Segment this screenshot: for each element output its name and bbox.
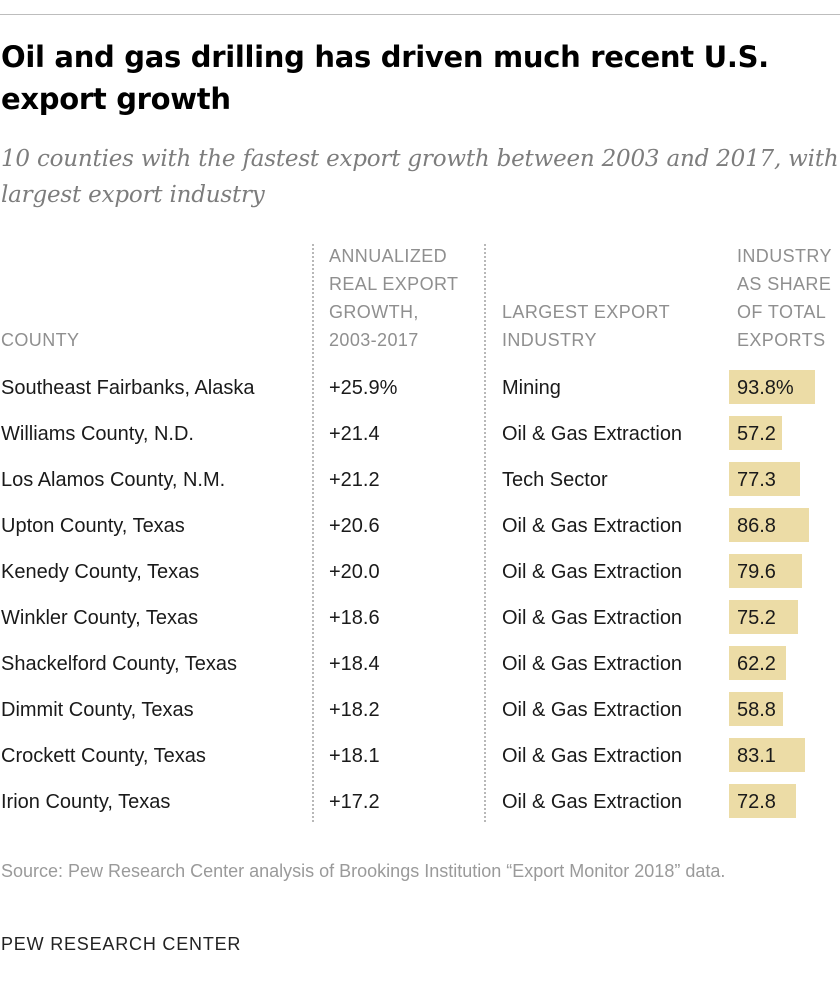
industry-cell: Oil & Gas Extraction — [502, 561, 683, 583]
share-bar — [729, 600, 798, 634]
industry-cell: Oil & Gas Extraction — [502, 653, 683, 675]
industry-cell: Oil & Gas Extraction — [502, 791, 683, 813]
growth-cell: +21.4 — [329, 423, 380, 445]
county-cell: Winkler County, Texas — [1, 607, 199, 629]
share-bar — [729, 554, 802, 588]
column-header-county: COUNTY — [1, 330, 80, 350]
chart-subtitle: 10 counties with the fastest export grow… — [1, 146, 839, 208]
industry-cell: Mining — [502, 377, 561, 399]
growth-cell: +18.2 — [329, 699, 380, 721]
column-header-industry: LARGEST EXPORT INDUSTRY — [502, 302, 670, 350]
county-cell: Williams County, N.D. — [1, 423, 194, 445]
growth-cell: +25.9% — [329, 377, 398, 399]
share-bar — [729, 462, 800, 496]
county-cell: Dimmit County, Texas — [1, 699, 194, 721]
credit-line: PEW RESEARCH CENTER — [1, 934, 242, 954]
growth-cell: +17.2 — [329, 791, 380, 813]
growth-cell: +18.6 — [329, 607, 380, 629]
county-cell: Kenedy County, Texas — [1, 561, 200, 583]
share-label: 58.8 — [737, 699, 776, 721]
industry-cell: Oil & Gas Extraction — [502, 515, 683, 537]
chart-title: Oil and gas drilling has driven much rec… — [1, 40, 769, 116]
growth-cell: +20.0 — [329, 561, 380, 583]
industry-cell: Oil & Gas Extraction — [502, 423, 683, 445]
share-label: 57.2 — [737, 423, 776, 445]
county-cell: Southeast Fairbanks, Alaska — [1, 377, 255, 399]
county-cell: Upton County, Texas — [1, 515, 185, 537]
share-label: 93.8% — [737, 377, 794, 399]
share-label: 75.2 — [737, 607, 776, 629]
share-label: 62.2 — [737, 653, 776, 675]
column-header-share: INDUSTRY AS SHARE OF TOTAL EXPORTS — [737, 246, 832, 350]
column-header-growth: ANNUALIZED REAL EXPORT GROWTH, 2003-2017 — [329, 246, 459, 350]
column-divider-2 — [484, 244, 486, 822]
growth-cell: +20.6 — [329, 515, 380, 537]
share-bar — [729, 508, 809, 542]
share-label: 79.6 — [737, 561, 776, 583]
top-rule — [0, 14, 840, 15]
share-label: 77.3 — [737, 469, 776, 491]
share-bar — [729, 738, 805, 772]
county-cell: Shackelford County, Texas — [1, 653, 238, 675]
growth-cell: +18.1 — [329, 745, 380, 767]
county-cell: Los Alamos County, N.M. — [1, 469, 226, 491]
share-bar — [729, 370, 815, 404]
share-label: 83.1 — [737, 745, 776, 767]
growth-cell: +18.4 — [329, 653, 380, 675]
industry-cell: Oil & Gas Extraction — [502, 745, 683, 767]
share-bar — [729, 692, 783, 726]
share-bar — [729, 416, 782, 450]
county-cell: Crockett County, Texas — [1, 745, 206, 767]
share-bar — [729, 784, 796, 818]
industry-cell: Oil & Gas Extraction — [502, 607, 683, 629]
industry-cell: Tech Sector — [502, 469, 608, 491]
share-label: 72.8 — [737, 791, 776, 813]
county-cell: Irion County, Texas — [1, 791, 171, 813]
source-note: Source: Pew Research Center analysis of … — [1, 861, 726, 881]
column-divider-1 — [312, 244, 314, 822]
industry-cell: Oil & Gas Extraction — [502, 699, 683, 721]
share-bar — [729, 646, 786, 680]
growth-cell: +21.2 — [329, 469, 380, 491]
share-label: 86.8 — [737, 515, 776, 537]
